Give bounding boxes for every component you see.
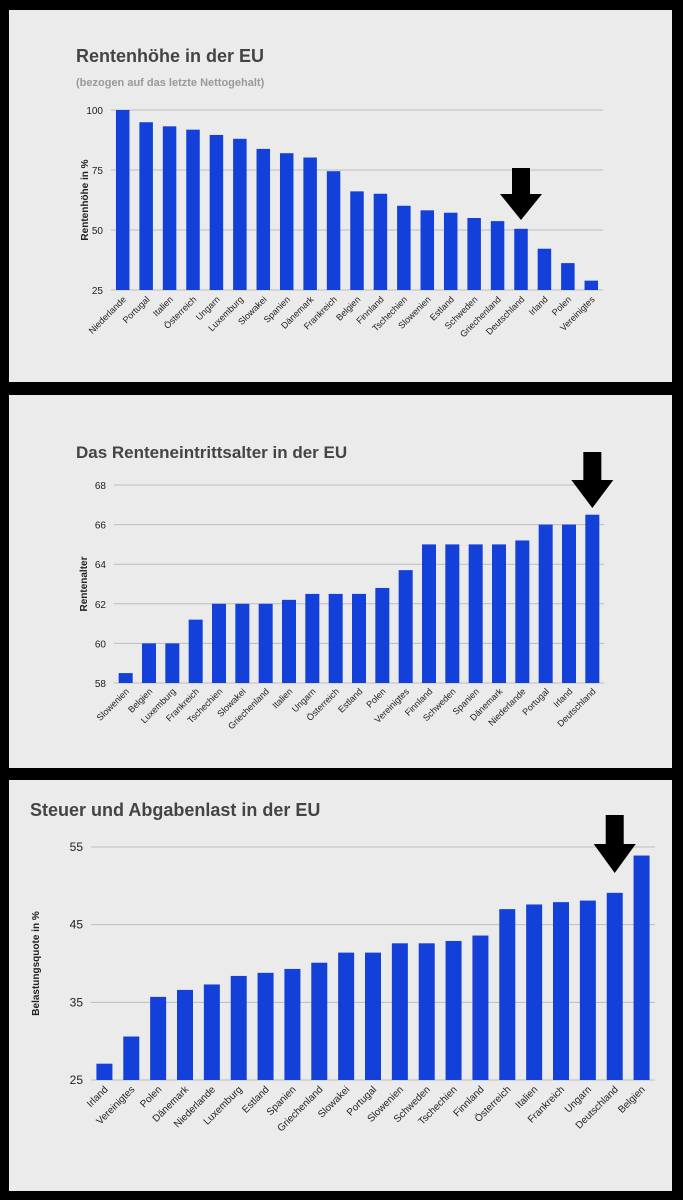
y-tick-label: 64 — [95, 560, 107, 571]
y-tick-label: 75 — [92, 166, 104, 177]
y-tick-label: 50 — [92, 226, 104, 237]
y-axis-label: Rentenhöhe in % — [80, 159, 91, 240]
bar-tschechien — [397, 205, 411, 290]
bar-portugal — [538, 524, 553, 683]
chart-panel-steuerlast: Steuer und Abgabenlast in der EU 55 45 35 2… — [9, 780, 672, 1191]
y-tick-label: 60 — [95, 639, 107, 650]
bar-slowakei — [256, 148, 271, 290]
bar-griechenland — [490, 221, 505, 290]
bar-griechenland — [258, 603, 273, 683]
bar-daenemark — [492, 544, 506, 683]
chart-title: Rentenhöhe in der EU — [76, 46, 265, 66]
bar-portugal — [365, 952, 381, 1080]
y-tick-label: 68 — [95, 481, 107, 492]
bar-spanien — [468, 544, 483, 683]
bar-daenemark — [177, 989, 193, 1080]
bar-slowakei — [235, 603, 250, 683]
y-tick-label: 45 — [70, 918, 84, 932]
y-tick-label: 25 — [92, 286, 104, 297]
bar-italien — [282, 599, 296, 683]
bar-frankreich — [326, 171, 341, 290]
bar-belgien — [633, 855, 650, 1080]
y-tick-label: 55 — [70, 840, 84, 854]
bar-tschechien — [445, 940, 462, 1080]
bar-spanien — [279, 153, 294, 290]
bar-vereinigtes — [398, 570, 413, 683]
arrow-down-icon — [500, 168, 542, 220]
chart-panel-rentenhoehe: Rentenhöhe in der EU (bezogen auf das le… — [9, 10, 672, 382]
bar-niederlande — [115, 110, 130, 290]
chart-title: Das Renteneintrittsalter in der EU — [76, 443, 348, 462]
y-tick-label: 58 — [95, 679, 107, 690]
bar-griechenland — [311, 962, 328, 1080]
y-tick-label: 62 — [95, 600, 107, 611]
y-tick-label: 100 — [86, 106, 103, 117]
chart-panel-renteneintrittsalter: Das Renteneintrittsalter in der EU 68 66 6… — [9, 395, 672, 768]
y-axis-label: Belastungsquote in % — [31, 911, 42, 1016]
bar-chart-renteneintrittsalter: 686664626058RentenalterSlowenienBelgienL… — [79, 452, 614, 731]
bar-irland — [96, 1063, 113, 1080]
bar-belgien — [142, 643, 156, 683]
y-tick-label: 25 — [70, 1073, 84, 1087]
chart-subtitle: (bezogen auf das letzte Nettogehalt) — [76, 77, 265, 89]
bar-frankreich — [188, 619, 203, 683]
bar-polen — [375, 587, 390, 683]
bar-oesterreich — [499, 909, 516, 1080]
x-tick-label: Belgien — [616, 1084, 647, 1115]
bar-frankreich — [553, 902, 569, 1080]
y-tick-label: 35 — [70, 995, 84, 1009]
bar-vereinigtes — [584, 280, 599, 290]
bar-niederlande — [515, 540, 530, 683]
chart-title: Steuer und Abgabenlast in der EU — [30, 800, 321, 820]
bar-finnland — [472, 935, 489, 1080]
bar-irland — [562, 524, 576, 683]
bar-finnland — [422, 544, 436, 683]
x-tick-label: Irland — [527, 294, 550, 317]
arrow-down-icon — [593, 815, 636, 873]
bar-polen — [561, 263, 575, 290]
bar-slowakei — [338, 952, 355, 1080]
bar-daenemark — [303, 157, 317, 290]
bar-polen — [150, 996, 167, 1080]
bar-deutschland — [514, 228, 528, 290]
bar-finnland — [373, 193, 388, 290]
x-tick-label: Estland — [336, 686, 364, 714]
bar-luxemburg — [230, 975, 247, 1080]
bar-ungarn — [209, 134, 224, 290]
bar-deutschland — [585, 514, 600, 683]
bar-deutschland — [606, 892, 623, 1080]
x-tick-label: Niederlande — [87, 294, 128, 335]
bar-irland — [537, 248, 552, 290]
bar-spanien — [284, 968, 301, 1080]
x-tick-label: Slowenien — [95, 686, 131, 722]
y-axis-label: Rentenalter — [79, 556, 90, 611]
bar-luxemburg — [165, 643, 180, 683]
bar-schweden — [467, 218, 481, 290]
arrow-down-icon — [571, 452, 614, 508]
bar-slowenien — [391, 943, 408, 1080]
bar-ungarn — [579, 900, 596, 1080]
bar-estland — [257, 972, 274, 1080]
bar-slowenien — [118, 673, 133, 683]
bar-estland — [443, 212, 458, 290]
bar-schweden — [418, 943, 435, 1080]
bar-niederlande — [203, 984, 220, 1080]
bar-italien — [162, 126, 177, 290]
bar-belgien — [350, 191, 364, 290]
bar-tschechien — [212, 603, 226, 683]
bar-oesterreich — [328, 593, 343, 683]
bar-slowenien — [420, 210, 435, 290]
bar-estland — [352, 593, 366, 683]
bar-schweden — [445, 544, 460, 683]
y-tick-label: 66 — [95, 521, 107, 532]
bar-vereinigtes — [123, 1036, 140, 1080]
bar-ungarn — [305, 593, 320, 683]
bar-luxemburg — [233, 138, 247, 290]
bar-italien — [526, 904, 543, 1080]
bar-portugal — [139, 122, 153, 291]
bar-oesterreich — [186, 129, 200, 290]
